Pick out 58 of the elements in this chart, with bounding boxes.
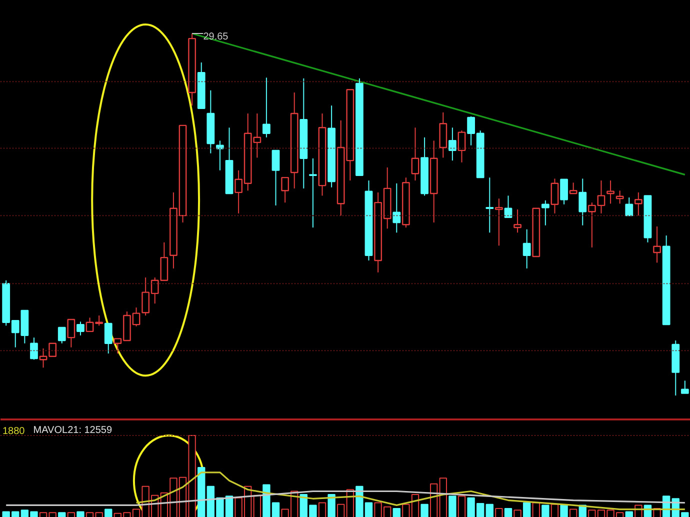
bar [532,502,540,517]
candlestick [616,190,624,204]
annotation: 1880 [2,426,26,437]
candlestick [30,337,38,360]
bar [67,512,76,517]
bar [625,511,633,517]
bar [560,504,568,517]
candlestick [486,177,494,234]
candlestick [458,130,466,163]
bar [514,510,522,517]
bar [550,504,559,517]
candlestick [76,321,84,336]
candlestick [634,192,642,216]
candlestick [262,77,270,138]
candlestick [522,228,531,269]
candlestick [411,127,420,181]
candlestick [680,380,689,394]
candlestick [448,127,456,162]
candlestick [309,158,317,228]
bar [420,504,428,517]
bar [504,508,512,517]
candlestick [560,178,568,205]
candlestick [504,195,512,218]
candlestick [58,326,66,344]
candlestick [392,182,401,234]
bar [486,504,494,517]
bar [104,508,112,517]
bar [439,478,447,517]
candlestick [569,182,578,194]
bar [337,504,345,517]
bar [328,494,336,517]
bar [569,508,578,517]
bar [253,494,262,517]
bar [392,508,400,517]
candlestick [653,226,661,264]
bar [542,504,550,517]
bar [495,508,503,517]
candlestick [541,200,550,226]
candlestick [625,196,634,216]
candlestick [578,178,587,226]
bar [76,511,84,517]
candlestick [514,208,522,234]
candlestick [67,318,76,348]
bar [522,502,531,517]
candlestick [104,322,112,354]
bar [58,512,66,517]
candlestick [550,178,559,214]
candlestick [606,180,614,204]
candlestick [272,150,280,206]
candlestick [439,112,448,158]
candlestick [281,176,290,204]
candlestick [494,198,503,246]
bar [448,496,456,517]
annotation: MAVOL21: 12559 [33,425,112,436]
bar [318,502,326,517]
bar [198,466,206,517]
annotation: 29.65 [203,32,229,42]
bar [458,496,466,517]
